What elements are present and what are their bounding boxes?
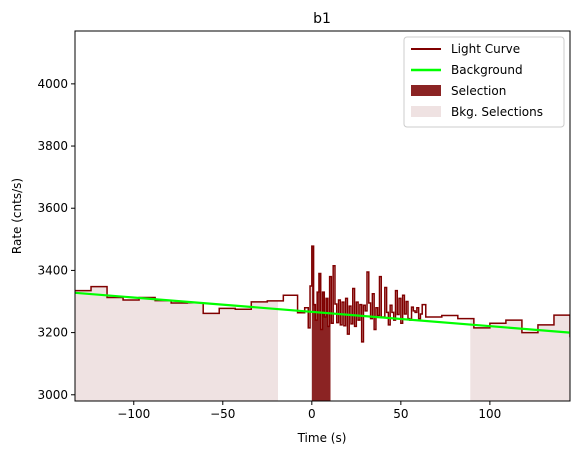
y-axis-label: Rate (cnts/s) bbox=[10, 178, 24, 254]
x-tick-label: 50 bbox=[393, 407, 408, 421]
chart-title: b1 bbox=[313, 11, 331, 27]
legend-label: Selection bbox=[451, 84, 506, 98]
legend-swatch bbox=[411, 106, 441, 117]
bkg-selection-region bbox=[470, 315, 570, 401]
plot-frame bbox=[74, 30, 571, 402]
bkg-selection-region bbox=[75, 286, 278, 401]
x-axis-label: Time (s) bbox=[297, 431, 347, 445]
y-tick-label: 3200 bbox=[37, 326, 68, 340]
legend-box bbox=[403, 36, 565, 128]
legend-swatch bbox=[411, 85, 441, 96]
x-tick-label: −100 bbox=[117, 407, 150, 421]
y-tick-label: 4000 bbox=[37, 77, 68, 91]
legend: Light Curve Background Selection Bkg. Selec… bbox=[403, 36, 565, 128]
background-series bbox=[75, 291, 570, 334]
x-tick-label: 100 bbox=[478, 407, 501, 421]
x-tick-label: −50 bbox=[210, 407, 235, 421]
legend-label: Background bbox=[451, 63, 523, 77]
light-curve-series bbox=[75, 245, 570, 343]
x-tick-label: 0 bbox=[308, 407, 316, 421]
y-tick-label: 3400 bbox=[37, 263, 68, 277]
y-tick-label: 3600 bbox=[37, 201, 68, 215]
legend-label: Light Curve bbox=[451, 42, 520, 56]
y-tick-label: 3000 bbox=[37, 388, 68, 402]
legend-label: Bkg. Selections bbox=[451, 105, 543, 119]
selection-region bbox=[311, 246, 331, 401]
y-tick-label: 3800 bbox=[37, 139, 68, 153]
